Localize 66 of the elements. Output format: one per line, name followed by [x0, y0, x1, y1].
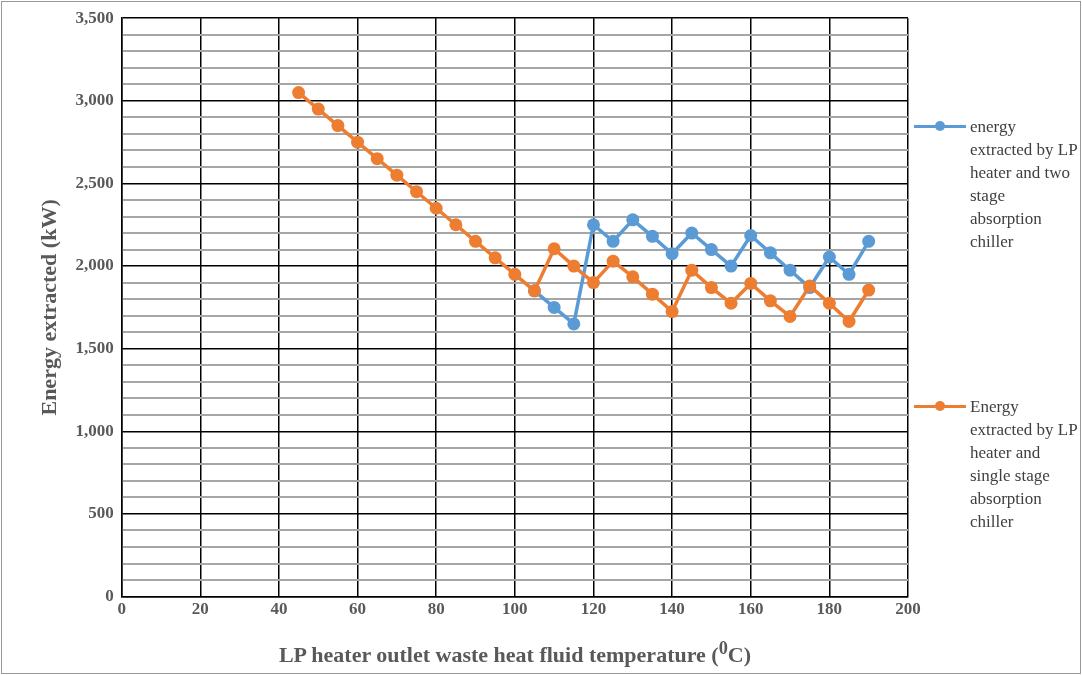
y-tick-label: 2,500: [75, 172, 114, 192]
y-tick-label: 3,500: [75, 7, 114, 27]
point: [645, 229, 659, 243]
x-tick-label: 60: [349, 599, 367, 619]
point: [724, 296, 738, 310]
point: [645, 287, 659, 301]
point: [429, 201, 443, 215]
x-tick-label: 100: [502, 599, 528, 619]
point: [410, 185, 424, 199]
point: [665, 305, 679, 319]
point: [744, 276, 758, 290]
y-tick-label: 0: [105, 585, 114, 605]
point: [685, 226, 699, 240]
legend-label: Energy extracted by LP heater and single stage absorption chiller: [970, 396, 1078, 533]
point: [547, 242, 561, 256]
point: [586, 218, 600, 232]
y-tick-label: 1,500: [75, 338, 114, 358]
point: [606, 254, 620, 268]
point: [567, 259, 581, 273]
point: [626, 270, 640, 284]
point: [331, 119, 345, 133]
point: [626, 213, 640, 227]
point: [862, 283, 876, 297]
point: [449, 218, 463, 232]
legend-label: energy extracted by LP heater and two stage absorption chiller: [970, 116, 1078, 253]
x-tick-label: 140: [659, 599, 685, 619]
point: [508, 267, 522, 281]
point: [704, 281, 718, 295]
x-tick-label: 80: [427, 599, 445, 619]
point: [822, 250, 836, 264]
x-tick-label: 160: [737, 599, 764, 619]
point: [744, 229, 758, 243]
y-tick-label: 3,000: [75, 90, 114, 110]
x-tick-label: 40: [270, 599, 288, 619]
point: [586, 276, 600, 290]
point: [724, 259, 738, 273]
point: [488, 251, 502, 265]
point: [763, 246, 777, 260]
point: [783, 263, 797, 277]
y-tick-label: 2,000: [75, 255, 114, 275]
point: [763, 294, 777, 308]
point: [469, 234, 483, 248]
point: [351, 135, 365, 149]
x-tick-label: 200: [895, 599, 921, 619]
x-axis-title: LP heater outlet waste heat fluid temperature ($^{0}$C): [277, 638, 753, 669]
point: [311, 102, 325, 116]
x-tick-label: 20: [191, 599, 209, 619]
y-axis-title: Energy extracted (kW): [35, 199, 61, 416]
point: [665, 247, 679, 261]
point: [783, 309, 797, 323]
point: [606, 234, 620, 248]
point: [547, 300, 561, 314]
x-tick-label: 180: [816, 599, 843, 619]
point: [842, 267, 856, 281]
point: [685, 263, 699, 277]
x-tick-label: 120: [580, 599, 607, 619]
point: [862, 234, 876, 248]
point: [567, 317, 581, 331]
y-tick-label: 500: [88, 503, 114, 523]
point: [292, 86, 306, 100]
point: [822, 296, 836, 310]
point: [704, 243, 718, 257]
point: [842, 314, 856, 328]
point: [370, 152, 384, 166]
y-tick-label: 1,000: [75, 420, 114, 440]
point: [390, 168, 404, 182]
